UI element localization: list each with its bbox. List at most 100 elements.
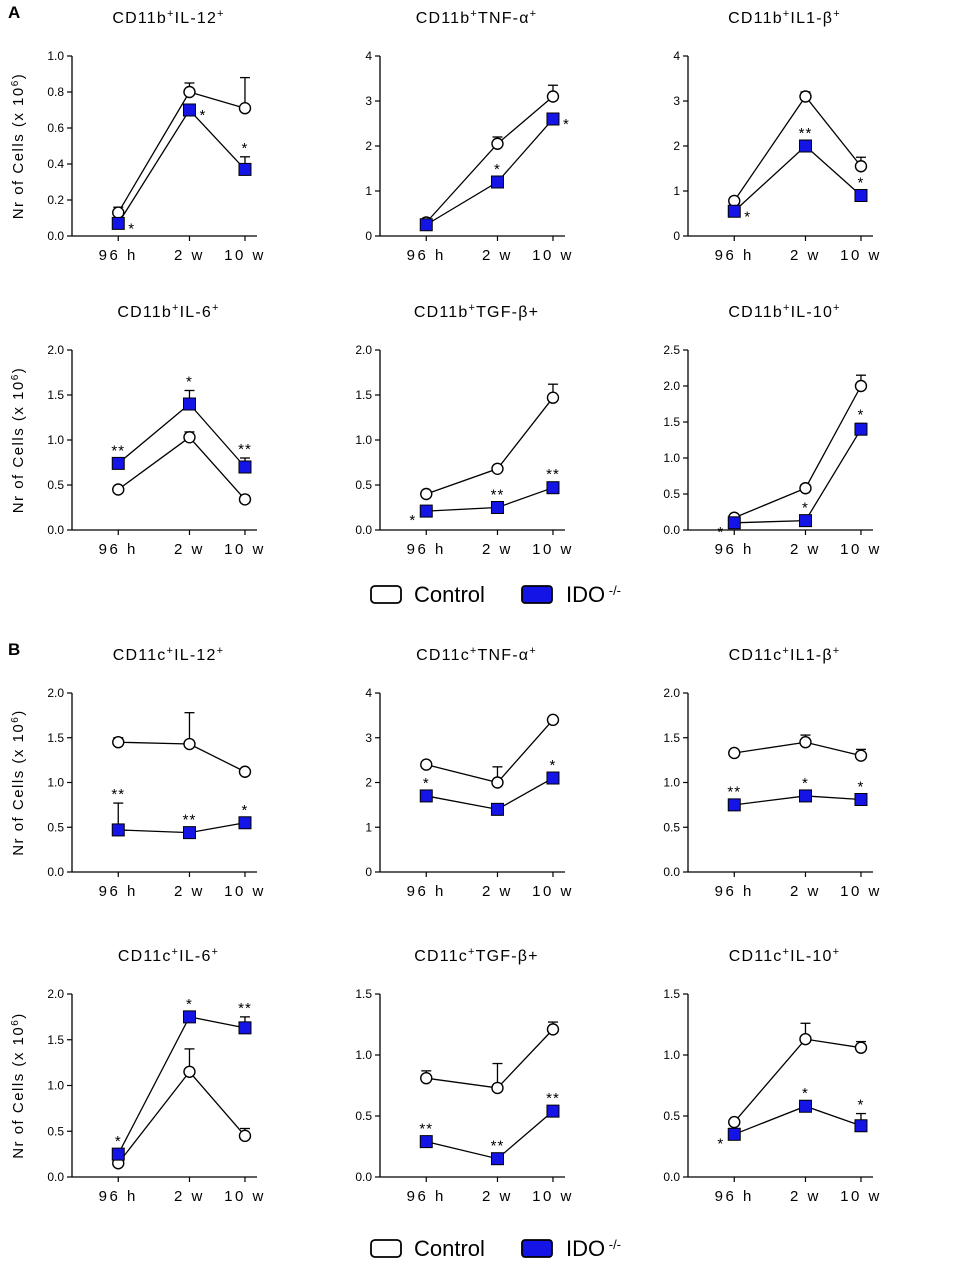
chart-title-part: CD11c (729, 647, 783, 664)
chart-title-part: + (833, 946, 841, 958)
legend-ido-label: IDO -/- (566, 1236, 621, 1261)
y-tick-label: 4 (365, 49, 372, 63)
control-data-point (238, 765, 252, 778)
control-data-point (183, 85, 196, 99)
significance-marker: ** (238, 441, 252, 458)
y-tick-label: 1.5 (663, 731, 680, 745)
y-tick-label: 4 (365, 686, 372, 700)
control-data-point (799, 1032, 812, 1046)
ido-data-point (182, 826, 196, 840)
control-data-point (420, 758, 433, 771)
legend-ido-label-part: -/- (605, 1237, 621, 1252)
ido-series-line (734, 428, 862, 524)
significance-marker: * (802, 500, 809, 517)
chart-title: CD11c+TGF-β+ (414, 946, 538, 965)
ido-series-line (117, 108, 246, 224)
chart-title: CD11b+IL1-β+ (728, 8, 841, 27)
control-data-point (728, 1115, 741, 1129)
significance-marker: ** (238, 1000, 252, 1017)
control-data-point (728, 746, 741, 760)
significance-marker: * (242, 140, 249, 157)
ido-data-point (238, 816, 252, 830)
chart-title: CD11c+IL-12+ (113, 645, 224, 664)
y-tick-label: 0 (365, 865, 372, 879)
chart-title-part: IL-10 (790, 948, 832, 965)
y-tick-label: 0.6 (47, 121, 64, 135)
ido-data-point (238, 162, 252, 176)
x-tick-label: 10 w (224, 883, 266, 900)
y-tick-label: 2 (673, 139, 680, 153)
x-tick-label: 2 w (174, 541, 205, 558)
significance-marker: ** (491, 1138, 505, 1155)
significance-marker: ** (799, 125, 813, 142)
y-tick-label: 0.0 (47, 865, 64, 879)
y-axis-label: Nr of Cells (x 106) (10, 73, 28, 220)
y-axis-label: Nr of Cells (x 106) (10, 1012, 28, 1159)
significance-marker: * (186, 996, 193, 1013)
control-data-point (238, 493, 252, 506)
legend-ido-label-part: -/- (605, 583, 621, 598)
legend-control-label: Control (414, 582, 485, 607)
significance-marker: ** (111, 442, 125, 459)
y-axis-label-part: Nr of Cells (x 10 (10, 86, 27, 219)
chart-title-part: + (172, 946, 180, 958)
chart-title: CD11c+IL1-β+ (729, 645, 841, 664)
chart-title-part: + (833, 302, 841, 314)
ido-data-point (182, 103, 196, 117)
y-tick-label: 1.0 (663, 451, 680, 465)
ido-data-point (238, 460, 252, 474)
control-data-point (854, 749, 868, 762)
x-tick-label: 10 w (840, 883, 882, 900)
significance-marker: * (186, 374, 193, 391)
significance-marker: ** (727, 783, 741, 800)
ido-data-point (727, 516, 741, 530)
x-tick-label: 10 w (224, 1188, 266, 1205)
chart-title-part: TGF-β+ (476, 948, 539, 965)
chart-title-part: CD11c (416, 647, 470, 664)
y-axis-label-part: ) (10, 73, 27, 80)
y-tick-label: 1.0 (47, 776, 64, 790)
y-tick-label: 0.5 (47, 478, 64, 492)
significance-marker: ** (491, 487, 505, 504)
ido-data-point (490, 501, 504, 514)
x-tick-label: 10 w (840, 541, 882, 558)
chart-title-part: + (783, 302, 791, 314)
y-tick-label: 1.5 (47, 388, 64, 402)
ido-data-point (798, 514, 812, 528)
y-axis-label-part: ) (10, 367, 27, 374)
y-tick-label: 2.0 (47, 686, 64, 700)
x-tick-label: 10 w (532, 883, 574, 900)
y-tick-label: 4 (673, 49, 680, 63)
y-axis-label-part: Nr of Cells (x 10 (10, 723, 27, 856)
control-data-point (491, 776, 504, 789)
chart-title-part: + (217, 8, 225, 20)
control-data-point (238, 1129, 252, 1143)
control-data-point (112, 483, 125, 496)
x-tick-label: 2 w (174, 247, 205, 264)
legend-ido-label-part: IDO (566, 582, 605, 607)
significance-marker: * (717, 524, 724, 541)
y-tick-label: 1.0 (47, 49, 64, 63)
significance-marker: * (115, 1133, 122, 1150)
legend-control-swatch (370, 1239, 402, 1258)
control-data-point (546, 1023, 560, 1036)
chart-title-part: + (782, 645, 790, 657)
chart-title-part: + (172, 302, 180, 314)
chart-title-part: + (470, 645, 478, 657)
y-axis-label-part: 6 (10, 1019, 21, 1026)
ido-series-line (426, 777, 554, 811)
ido-series-line (117, 1016, 246, 1155)
chart-title-part: + (783, 946, 791, 958)
significance-marker: ** (419, 1121, 433, 1138)
legend-control-label: Control (414, 1236, 485, 1261)
y-tick-label: 2.5 (663, 343, 680, 357)
significance-marker: * (494, 161, 501, 178)
y-tick-label: 1 (673, 184, 680, 198)
significance-marker: ** (546, 466, 560, 483)
ido-data-point (546, 771, 560, 785)
significance-marker: * (802, 1085, 809, 1102)
y-tick-label: 2.0 (47, 987, 64, 1001)
chart-title-part: IL-12 (175, 10, 217, 27)
